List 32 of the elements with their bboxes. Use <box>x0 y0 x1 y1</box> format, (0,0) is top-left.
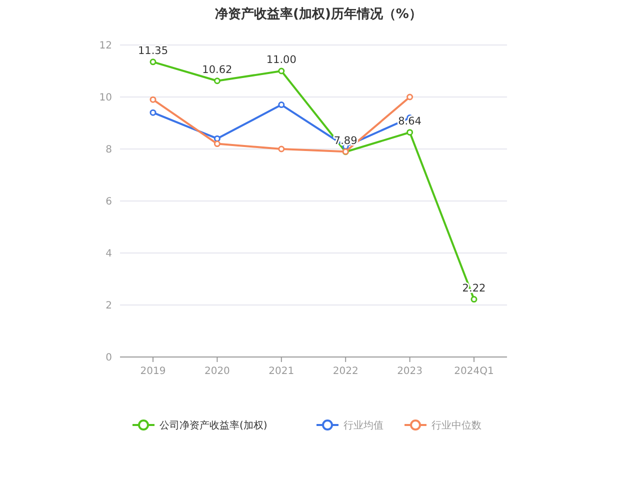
point <box>278 68 285 74</box>
legend-label: 行业均值 <box>344 420 384 432</box>
x-tick-label: 2023 <box>397 366 423 377</box>
x-tick-label: 2019 <box>140 366 166 377</box>
y-tick-label: 2 <box>106 300 112 312</box>
point <box>150 96 156 103</box>
x-tick-label: 2021 <box>268 366 294 377</box>
y-tick-label: 8 <box>106 144 112 156</box>
point <box>150 58 156 66</box>
y-tick-label: 0 <box>106 352 112 364</box>
point <box>406 94 414 100</box>
legend-label: 公司净资产收益率(加权) <box>160 420 268 432</box>
y-tick-label: 10 <box>99 92 112 104</box>
legend-label: 行业中位数 <box>432 420 482 432</box>
data-label: 10.62 <box>202 64 232 76</box>
point <box>470 296 478 303</box>
y-tick-label: 4 <box>106 248 112 260</box>
point <box>214 135 220 142</box>
x-tick-label: 2020 <box>204 366 230 377</box>
data-label: 11.35 <box>138 44 168 57</box>
x-tick-label: 2022 <box>332 366 358 377</box>
point <box>278 146 285 152</box>
data-label: 11.00 <box>266 54 296 66</box>
point <box>150 109 156 116</box>
x-tick-label: 2024Q1 <box>454 366 494 377</box>
point <box>406 129 414 136</box>
point <box>214 140 220 148</box>
point <box>214 78 220 84</box>
y-tick-label: 6 <box>106 196 112 208</box>
point <box>278 102 285 108</box>
chart-title: 净资产收益率(加权)历年情况（%） <box>215 6 422 22</box>
y-tick-label: 12 <box>99 40 112 52</box>
